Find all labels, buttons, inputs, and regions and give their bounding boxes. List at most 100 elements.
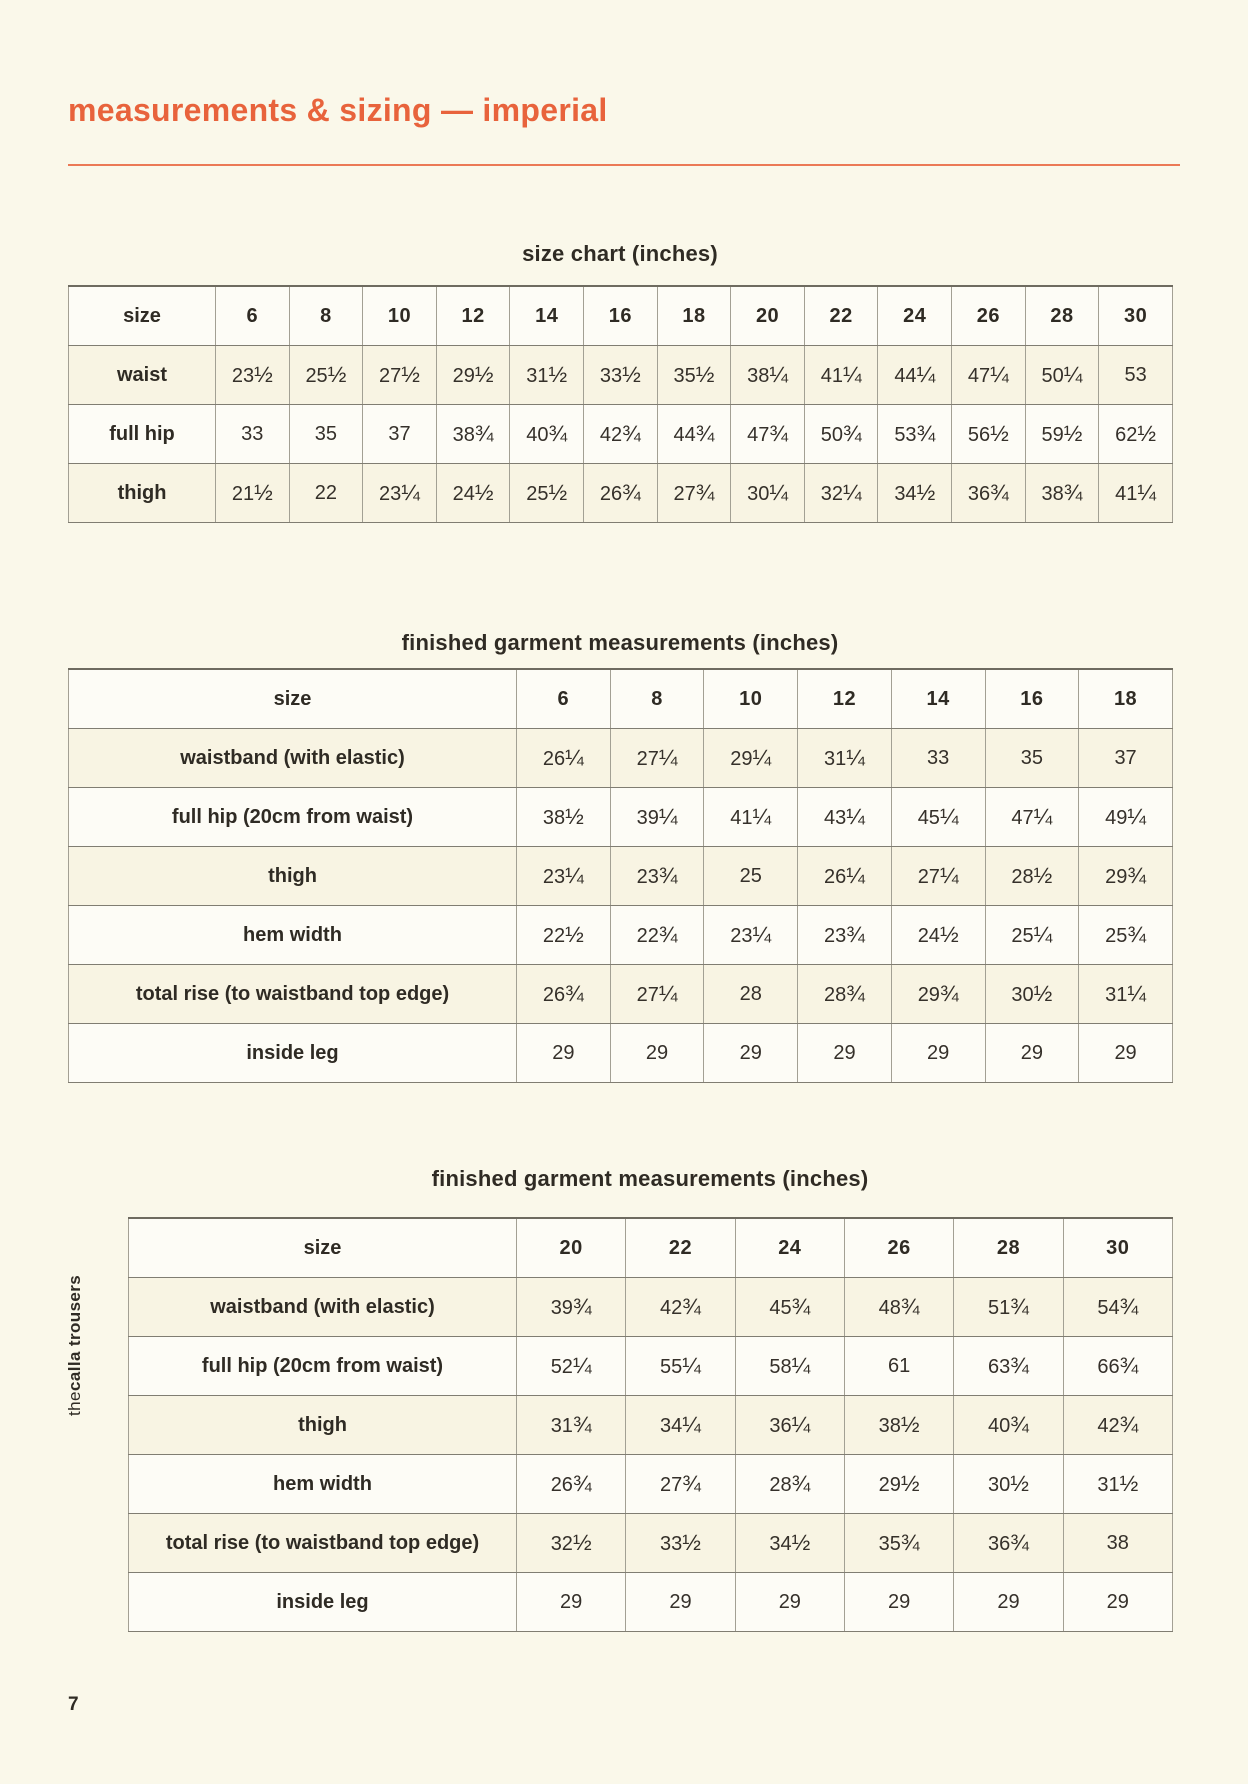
fraction: ¼ bbox=[791, 1352, 811, 1378]
measurement-value-cell: 31¾ bbox=[515, 1395, 627, 1455]
fraction: ¾ bbox=[1010, 1293, 1029, 1319]
fraction: ¼ bbox=[401, 479, 420, 505]
size-column-header: 14 bbox=[509, 285, 585, 346]
measurement-value-cell: 37 bbox=[362, 404, 437, 464]
measurement-row: waistband (with elastic) 26¼ 27¼ 29¼ 31¼ 33 35… bbox=[68, 728, 1173, 788]
page-title: measurements & sizing — imperial bbox=[68, 92, 608, 128]
measurement-value-cell: 29 bbox=[843, 1572, 955, 1632]
measurement-value-cell: 38¾ bbox=[435, 404, 511, 464]
fraction: ¾ bbox=[916, 420, 936, 446]
measurement-value-cell: 21½ bbox=[215, 463, 290, 523]
fraction: ¼ bbox=[842, 361, 862, 387]
measurement-value-cell: 37 bbox=[1078, 728, 1173, 788]
size-chart-title: size chart (inches) bbox=[522, 241, 718, 266]
measurement-row: thigh 21½ 22 23¼ 24½ 25½ 26¾ 27¾ 30¼ 32¼ 34½ 36¾ 38¾… bbox=[68, 463, 1173, 523]
measurement-value-cell: 36¾ bbox=[953, 1513, 1064, 1573]
fraction: ½ bbox=[548, 479, 568, 505]
fraction: ¾ bbox=[565, 980, 584, 1006]
size-column-header: 16 bbox=[583, 285, 658, 346]
fraction: ¼ bbox=[990, 361, 1009, 387]
fraction: ¾ bbox=[769, 420, 789, 446]
measurement-value-cell: 31¼ bbox=[797, 728, 892, 788]
size-column-header: 18 bbox=[656, 285, 732, 346]
fraction: ¼ bbox=[572, 1352, 592, 1378]
size-column-header: 16 bbox=[984, 668, 1080, 729]
size-column-header: 22 bbox=[625, 1217, 736, 1278]
measurement-row-label: waistband (with elastic) bbox=[68, 728, 517, 788]
measurement-row-label: hem width bbox=[68, 905, 517, 965]
fraction: ½ bbox=[1010, 1470, 1029, 1496]
size-column-header: 12 bbox=[435, 285, 511, 346]
measurement-value-cell: 30½ bbox=[953, 1454, 1064, 1514]
fraction: ¾ bbox=[1010, 1411, 1029, 1437]
measurement-value-cell: 35 bbox=[288, 404, 364, 464]
fraction: ½ bbox=[695, 361, 715, 387]
fraction: ½ bbox=[622, 361, 641, 387]
fraction: ½ bbox=[1063, 420, 1083, 446]
measurement-value-cell: 40¾ bbox=[953, 1395, 1064, 1455]
measurement-value-cell: 41¼ bbox=[803, 345, 879, 405]
fraction: ½ bbox=[900, 1470, 920, 1496]
size-column-header: 18 bbox=[1078, 668, 1173, 729]
measurement-value-cell: 33 bbox=[890, 728, 986, 788]
measurement-value-cell: 25¼ bbox=[984, 905, 1080, 965]
fraction: ¾ bbox=[1010, 1352, 1029, 1378]
measurement-value-cell: 31½ bbox=[1062, 1454, 1173, 1514]
measurement-value-cell: 28 bbox=[703, 964, 799, 1024]
fraction: ¼ bbox=[752, 803, 772, 829]
size-column-header: 26 bbox=[843, 1217, 955, 1278]
measurement-row-label: thigh bbox=[68, 846, 517, 906]
fraction: ½ bbox=[1033, 980, 1053, 1006]
fraction: ½ bbox=[900, 1411, 920, 1437]
size-column-header: 6 bbox=[215, 285, 290, 346]
measurement-value-cell: 62½ bbox=[1098, 404, 1173, 464]
measurement-value-cell: 31½ bbox=[509, 345, 585, 405]
measurement-value-cell: 54¾ bbox=[1062, 1277, 1173, 1337]
measurement-value-cell: 27½ bbox=[362, 345, 437, 405]
fraction: ½ bbox=[572, 1529, 592, 1555]
size-column-header: 14 bbox=[890, 668, 986, 729]
measurement-value-cell: 27¼ bbox=[609, 964, 705, 1024]
measurement-value-cell: 40¾ bbox=[509, 404, 585, 464]
fraction: ¾ bbox=[1119, 1352, 1139, 1378]
size-column-header: 20 bbox=[515, 1217, 627, 1278]
measurement-value-cell: 25¾ bbox=[1078, 905, 1173, 965]
measurement-value-cell: 34¼ bbox=[625, 1395, 736, 1455]
fraction: ¾ bbox=[791, 1470, 811, 1496]
fraction: ¾ bbox=[682, 1293, 701, 1319]
fraction: ¼ bbox=[1033, 921, 1053, 947]
measurement-row-label: inside leg bbox=[128, 1572, 517, 1632]
size-header-label: size bbox=[128, 1217, 517, 1278]
measurement-row: total rise (to waistband top edge) 26¾ 27¼… bbox=[68, 964, 1173, 1024]
size-header-label: size bbox=[68, 285, 216, 346]
measurement-value-cell: 56½ bbox=[951, 404, 1026, 464]
fraction: ¾ bbox=[846, 921, 865, 947]
fraction: ¼ bbox=[682, 1352, 701, 1378]
measurement-value-cell: 23½ bbox=[215, 345, 290, 405]
measurement-value-cell: 33 bbox=[215, 404, 290, 464]
fraction: ¾ bbox=[939, 980, 959, 1006]
fraction: ¼ bbox=[1063, 361, 1083, 387]
fraction: ¼ bbox=[791, 1411, 811, 1437]
measurement-value-cell: 22½ bbox=[516, 905, 611, 965]
measurement-value-cell: 29 bbox=[890, 1023, 986, 1083]
measurement-value-cell: 29 bbox=[703, 1023, 799, 1083]
fraction: ¾ bbox=[1010, 1529, 1029, 1555]
measurement-value-cell: 28¾ bbox=[734, 1454, 845, 1514]
measurement-row-label: thigh bbox=[128, 1395, 517, 1455]
fraction: ¼ bbox=[658, 980, 678, 1006]
size-chart-table: size 6 8 10 12 14 16 18 20 22 24 26 28 30 waist 23½ 25½ 2… bbox=[68, 285, 1173, 523]
fraction: ¼ bbox=[916, 361, 936, 387]
size-column-header: 30 bbox=[1098, 285, 1173, 346]
fraction: ¾ bbox=[1063, 479, 1083, 505]
fraction: ½ bbox=[1119, 1470, 1139, 1496]
measurement-value-cell: 44¾ bbox=[656, 404, 732, 464]
measurement-value-cell: 29 bbox=[1062, 1572, 1173, 1632]
fraction: ½ bbox=[682, 1529, 701, 1555]
size-column-header: 12 bbox=[797, 668, 892, 729]
measurement-value-cell: 29 bbox=[734, 1572, 845, 1632]
measurement-row: hem width 26¾ 27¾ 28¾ 29½ 30½ 31½ bbox=[128, 1454, 1173, 1514]
measurement-value-cell: 30½ bbox=[984, 964, 1080, 1024]
pattern-name-side-label: the calla trousers bbox=[62, 1240, 88, 1450]
measurement-row-label: full hip bbox=[68, 404, 216, 464]
